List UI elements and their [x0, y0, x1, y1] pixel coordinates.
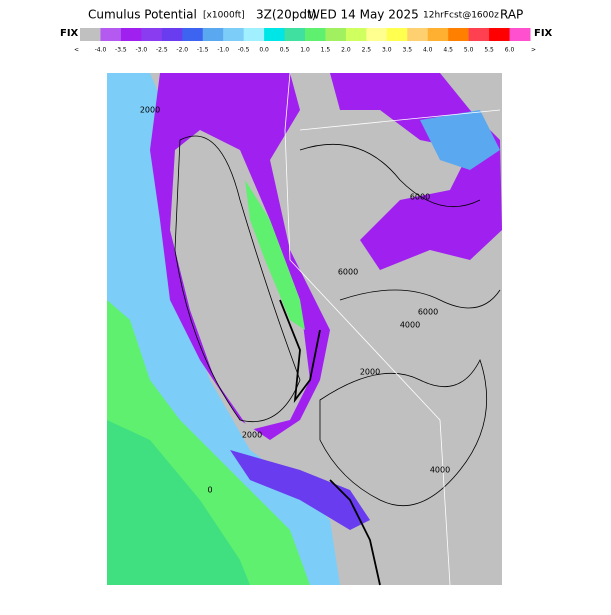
map: 6000 6000 6000 4000 2000 2000 4000 0 2000 [107, 72, 502, 586]
color-label: 0.0 [259, 47, 269, 54]
color-swatch [407, 28, 429, 41]
color-label: 0.5 [280, 47, 290, 54]
color-swatch [366, 28, 388, 41]
central-valley [170, 130, 310, 430]
color-label: -3.0 [136, 47, 148, 54]
color-swatch [427, 28, 449, 41]
color-label: 6.0 [505, 47, 515, 54]
color-label: 2.5 [362, 47, 372, 54]
contour [174, 135, 301, 422]
color-swatch [325, 28, 347, 41]
title: Cumulus Potential [x1000ft] 3Z(20pdt)WED 1… [88, 8, 523, 22]
arrow-label: > [531, 47, 536, 54]
color-swatch [468, 28, 490, 41]
sierra-green [245, 180, 305, 330]
contour [339, 289, 501, 309]
color-swatch [264, 28, 286, 41]
color-swatch [386, 28, 408, 41]
color-label: 4.0 [423, 47, 433, 54]
contour [279, 299, 321, 404]
fix-label: FIX [534, 28, 553, 39]
contour-label: 4000 [400, 321, 420, 330]
contour [329, 479, 381, 586]
contour-label: 2000 [140, 106, 160, 115]
color-label: -1.0 [217, 47, 229, 54]
color-label: 2.0 [341, 47, 351, 54]
color-label: -2.5 [156, 47, 168, 54]
contour-label: 6000 [338, 268, 358, 277]
color-swatch [448, 28, 470, 41]
color-swatch [284, 28, 306, 41]
color-swatch [345, 28, 367, 41]
contour-label: 0 [207, 486, 212, 495]
color-label: 3.0 [382, 47, 392, 54]
color-label: -4.0 [95, 47, 107, 54]
color-swatch [141, 28, 163, 41]
color-swatch [120, 28, 142, 41]
blue-north [420, 110, 500, 170]
color-swatch [305, 28, 326, 41]
color-swatch [161, 28, 183, 41]
color-label: 5.0 [464, 47, 474, 54]
color-swatch [509, 28, 531, 41]
contour-label: 6000 [418, 308, 438, 317]
color-label: -2.0 [176, 47, 188, 54]
fix-label: FIX [60, 28, 79, 39]
title-part: RAP [500, 8, 523, 22]
title-part: 12hrFcst@1600z [423, 11, 499, 21]
title-part: WED 14 May 2025 [308, 8, 419, 22]
state-border [284, 72, 451, 586]
contour [319, 358, 488, 507]
title-part: 3Z(20pdt) [256, 8, 316, 22]
contour-label: 2000 [360, 368, 380, 377]
contour-label: 2000 [242, 431, 262, 440]
color-label: -1.5 [197, 47, 209, 54]
ocean-green-2 [107, 420, 250, 585]
color-swatch [80, 28, 101, 41]
color-swatch [100, 28, 122, 41]
color-swatch [243, 28, 265, 41]
contour-label: 4000 [430, 466, 450, 475]
title-part: [x1000ft] [203, 11, 245, 21]
color-swatch [489, 28, 511, 41]
contour [299, 143, 481, 207]
color-label: 1.5 [321, 47, 331, 54]
state-border [299, 109, 501, 131]
purple-south [230, 450, 370, 530]
arrow-label: < [74, 47, 79, 54]
color-swatch [223, 28, 245, 41]
color-label: 4.5 [443, 47, 453, 54]
color-swatch [182, 28, 204, 41]
color-label: 3.5 [402, 47, 412, 54]
color-label: -0.5 [238, 47, 250, 54]
title-part: Cumulus Potential [88, 8, 197, 22]
color-swatch [202, 28, 224, 41]
color-label: -3.5 [115, 47, 127, 54]
color-label: 1.0 [300, 47, 310, 54]
color-label: 5.5 [484, 47, 494, 54]
contour-labels: 6000 6000 6000 4000 2000 2000 4000 0 2000 [140, 106, 450, 495]
color-bar: FIX FIX < > -4.0 -3.5 -3.0 -2.5 -2.0 -1.5 -1.0 -0.5… [60, 28, 553, 54]
contour-label: 6000 [410, 193, 430, 202]
